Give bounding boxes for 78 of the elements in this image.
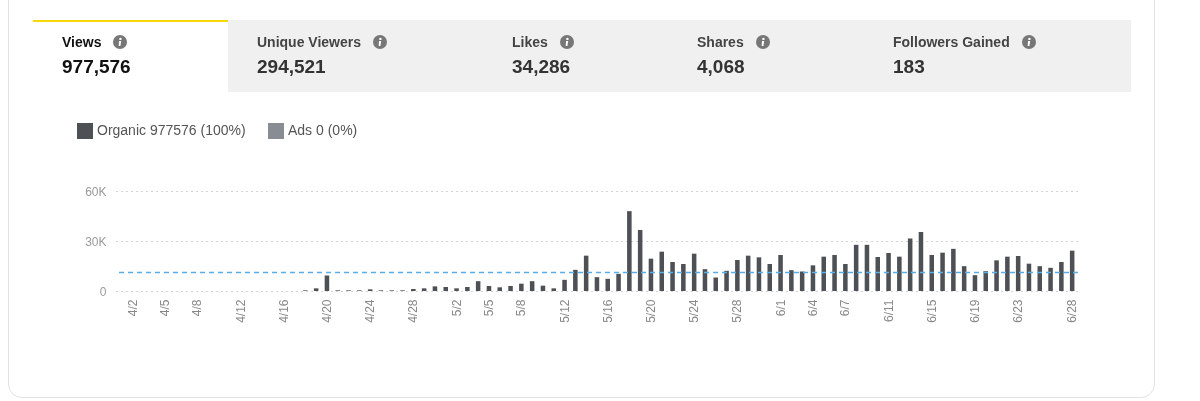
bar — [735, 260, 740, 291]
bar — [821, 256, 827, 291]
bar — [724, 270, 729, 291]
bar — [443, 287, 449, 291]
bar — [929, 255, 935, 291]
bar — [681, 264, 686, 291]
bar — [627, 211, 632, 291]
bar — [778, 255, 783, 291]
x-tick-label: 5/20 — [643, 299, 658, 323]
x-tick-label: 4/16 — [276, 299, 291, 323]
x-tick-label: 6/11 — [881, 299, 896, 322]
bar — [551, 288, 557, 291]
bar — [465, 287, 470, 291]
x-tick-label: 6/28 — [1065, 299, 1080, 323]
x-tick-label: 4/24 — [363, 299, 378, 323]
bar — [454, 288, 459, 291]
x-tick-label: 6/7 — [838, 299, 853, 317]
bar — [789, 270, 794, 291]
bar — [562, 279, 567, 291]
bar — [432, 286, 438, 291]
bar — [951, 248, 956, 291]
x-tick-label: 5/12 — [557, 299, 572, 323]
bar — [659, 251, 665, 291]
bar — [875, 257, 881, 291]
x-tick-label: 6/15 — [924, 299, 939, 323]
bar — [670, 262, 675, 291]
bar — [497, 287, 503, 291]
bar — [1005, 256, 1010, 291]
x-tick-label: 5/24 — [687, 299, 702, 323]
x-tick-label: 4/20 — [319, 299, 334, 323]
bar — [519, 283, 524, 291]
legend-label: Organic 977576 (100%) — [97, 122, 246, 138]
bar — [313, 288, 319, 291]
bar — [508, 286, 513, 291]
x-tick-label: 4/28 — [406, 299, 421, 323]
bar — [1048, 267, 1053, 291]
bar — [573, 269, 578, 291]
x-tick-label: 5/16 — [600, 299, 615, 323]
bar — [616, 273, 621, 291]
x-tick-label: 4/2 — [125, 299, 140, 317]
y-tick-label: 60K — [85, 184, 107, 199]
x-tick-label: 6/19 — [967, 299, 982, 323]
x-tick-label: 4/12 — [233, 299, 248, 323]
tab[interactable]: Likes 34,286 — [483, 20, 668, 92]
bar — [886, 253, 891, 291]
bar — [832, 255, 837, 291]
category-label: Views — [62, 34, 102, 50]
tab[interactable]: Followers Gained 183 — [864, 20, 1131, 92]
tab[interactable]: Views 977,576 — [33, 20, 228, 92]
x-tick-label: 6/4 — [805, 299, 820, 317]
bar — [843, 264, 848, 291]
y-tick-label: 0 — [99, 284, 107, 299]
legend-label: Ads 0 (0%) — [288, 122, 358, 138]
category-label: Unique Viewers — [257, 34, 362, 50]
x-tick-label: 6/1 — [773, 299, 788, 317]
x-tick-label: 4/8 — [190, 299, 205, 317]
x-tick-label: 4/5 — [157, 299, 172, 317]
category-label: Likes — [512, 34, 548, 50]
bar — [605, 278, 611, 291]
tab[interactable]: Shares 4,068 — [668, 20, 864, 92]
x-tick-label: 6/23 — [1011, 299, 1026, 323]
bar — [1059, 262, 1064, 291]
bar — [713, 277, 719, 291]
bar — [767, 264, 773, 291]
y-tick-label: 30K — [85, 234, 107, 249]
x-tick-label: 5/8 — [514, 299, 529, 317]
bar — [983, 271, 989, 291]
bar — [1037, 266, 1043, 291]
bar — [994, 260, 999, 291]
x-tick-label: 5/2 — [449, 299, 464, 317]
bar — [421, 288, 427, 291]
bar — [940, 252, 945, 291]
x-tick-label: 5/5 — [481, 299, 496, 317]
category-label: Shares — [697, 34, 744, 50]
bar — [897, 256, 902, 291]
tab[interactable]: Unique Viewers 294,521 — [228, 20, 483, 92]
category-label: Followers Gained — [893, 34, 1010, 50]
x-tick-label: 5/28 — [730, 299, 745, 323]
